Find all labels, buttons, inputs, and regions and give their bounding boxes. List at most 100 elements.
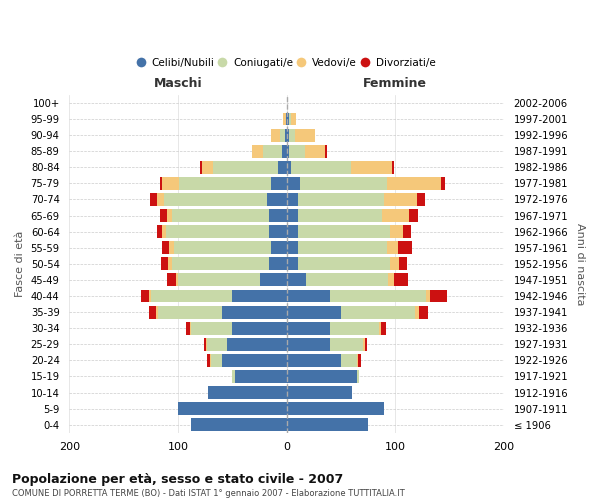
Bar bbox=[341, 306, 415, 318]
Bar bbox=[287, 225, 298, 238]
Bar bbox=[232, 290, 287, 302]
Text: COMUNE DI PORRETTA TERME (BO) - Dati ISTAT 1° gennaio 2007 - Elaborazione TUTTIT: COMUNE DI PORRETTA TERME (BO) - Dati IST… bbox=[12, 489, 405, 498]
Bar bbox=[179, 177, 271, 190]
Bar bbox=[287, 161, 291, 173]
Bar bbox=[167, 209, 172, 222]
Bar bbox=[283, 144, 287, 158]
Bar bbox=[269, 258, 287, 270]
Bar bbox=[287, 144, 289, 158]
Bar bbox=[287, 354, 341, 367]
Bar bbox=[287, 258, 298, 270]
Bar bbox=[441, 177, 445, 190]
Bar bbox=[392, 161, 394, 173]
Bar bbox=[287, 418, 368, 431]
Bar bbox=[390, 225, 403, 238]
Bar bbox=[287, 274, 306, 286]
Bar bbox=[169, 242, 174, 254]
Bar bbox=[415, 306, 419, 318]
Bar bbox=[386, 177, 441, 190]
Bar bbox=[298, 225, 390, 238]
Bar bbox=[172, 258, 269, 270]
Bar bbox=[149, 290, 151, 302]
Bar bbox=[287, 306, 341, 318]
Bar bbox=[208, 338, 227, 350]
Bar bbox=[379, 322, 381, 334]
Bar bbox=[286, 112, 287, 126]
Bar bbox=[363, 338, 365, 350]
Bar bbox=[358, 354, 361, 367]
Bar bbox=[151, 290, 232, 302]
Bar bbox=[289, 144, 305, 158]
Bar bbox=[149, 306, 157, 318]
Bar bbox=[271, 128, 280, 141]
Bar bbox=[287, 209, 298, 222]
Bar bbox=[208, 386, 287, 399]
Bar bbox=[291, 112, 296, 126]
Bar bbox=[271, 177, 287, 190]
Bar bbox=[263, 144, 283, 158]
Bar bbox=[291, 161, 351, 173]
Bar bbox=[289, 128, 295, 141]
Bar bbox=[287, 402, 385, 415]
Bar bbox=[386, 242, 398, 254]
Bar bbox=[191, 418, 287, 431]
Bar bbox=[409, 209, 418, 222]
Bar bbox=[213, 161, 278, 173]
Bar bbox=[300, 177, 386, 190]
Bar bbox=[419, 306, 428, 318]
Bar bbox=[190, 322, 191, 334]
Bar bbox=[287, 370, 358, 383]
Bar bbox=[160, 209, 167, 222]
Bar bbox=[232, 370, 235, 383]
Bar bbox=[287, 242, 298, 254]
Bar bbox=[157, 193, 164, 206]
Bar bbox=[280, 128, 284, 141]
Bar bbox=[260, 274, 287, 286]
Bar bbox=[252, 144, 263, 158]
Bar bbox=[287, 338, 330, 350]
Bar bbox=[267, 193, 287, 206]
Bar bbox=[426, 290, 430, 302]
Bar bbox=[174, 242, 271, 254]
Y-axis label: Fasce di età: Fasce di età bbox=[15, 230, 25, 297]
Bar bbox=[417, 193, 425, 206]
Bar bbox=[211, 354, 221, 367]
Bar bbox=[269, 209, 287, 222]
Bar bbox=[176, 274, 178, 286]
Bar bbox=[164, 193, 267, 206]
Bar bbox=[235, 370, 287, 383]
Bar bbox=[287, 290, 330, 302]
Bar bbox=[160, 177, 162, 190]
Bar bbox=[305, 144, 325, 158]
Bar bbox=[390, 258, 398, 270]
Bar bbox=[206, 338, 208, 350]
Bar bbox=[341, 354, 358, 367]
Bar bbox=[287, 386, 352, 399]
Bar bbox=[141, 290, 149, 302]
Bar bbox=[166, 225, 269, 238]
Bar bbox=[178, 402, 287, 415]
Bar bbox=[157, 225, 162, 238]
Bar bbox=[204, 338, 206, 350]
Bar bbox=[382, 209, 409, 222]
Bar bbox=[158, 306, 221, 318]
Bar bbox=[185, 322, 190, 334]
Bar bbox=[157, 306, 158, 318]
Bar bbox=[298, 209, 382, 222]
Bar bbox=[168, 258, 172, 270]
Bar bbox=[358, 370, 359, 383]
Bar bbox=[162, 177, 179, 190]
Bar bbox=[167, 274, 176, 286]
Bar bbox=[385, 193, 417, 206]
Bar bbox=[381, 322, 386, 334]
Bar bbox=[306, 274, 388, 286]
Bar bbox=[330, 290, 426, 302]
Bar bbox=[325, 144, 327, 158]
Bar bbox=[287, 128, 289, 141]
Bar bbox=[150, 193, 157, 206]
Bar bbox=[403, 225, 410, 238]
Bar bbox=[365, 338, 367, 350]
Bar bbox=[287, 322, 330, 334]
Bar bbox=[278, 161, 287, 173]
Bar bbox=[287, 112, 289, 126]
